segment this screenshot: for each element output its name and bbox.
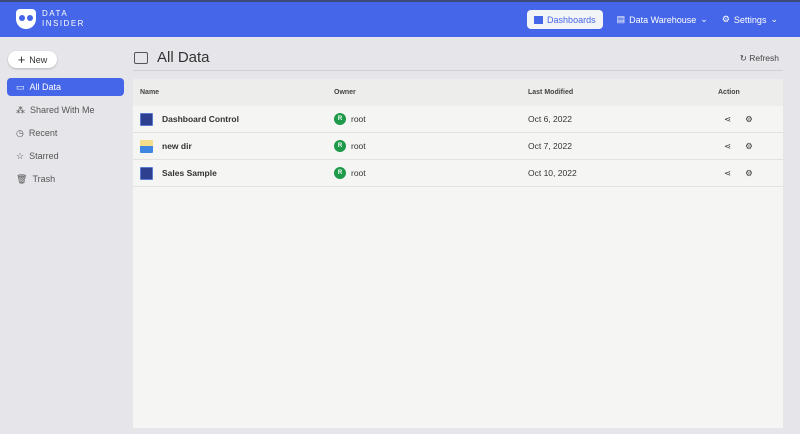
- last-modified: Oct 10, 2022: [528, 168, 577, 178]
- avatar: R: [334, 140, 346, 152]
- avatar: R: [334, 167, 346, 179]
- dashboard-icon: [534, 15, 544, 24]
- sidebar: ▭ All Data ⁂ Shared With Me ◷ Recent ☆ Starr…: [7, 78, 124, 193]
- divider: [133, 70, 783, 71]
- top-bar: DATA INSIDER Dashboards ▤ Data Warehouse ⌄ …: [0, 0, 800, 37]
- table-header: Name Owner Last Modified Action: [133, 79, 783, 106]
- owner-name: root: [351, 168, 366, 178]
- refresh-icon: ↻: [739, 53, 747, 63]
- dashboard-icon: [140, 166, 153, 180]
- gear-icon[interactable]: ⚙: [745, 113, 753, 124]
- item-name[interactable]: Sales Sample: [162, 168, 217, 178]
- owner-name: root: [351, 114, 366, 124]
- sidebar-item-shared[interactable]: ⁂ Shared With Me: [7, 101, 124, 119]
- sidebar-item-label: Recent: [28, 128, 58, 138]
- owner-name: root: [351, 141, 366, 151]
- last-modified: Oct 7, 2022: [528, 141, 572, 151]
- page-title-text: All Data: [157, 49, 210, 66]
- nav-data-warehouse[interactable]: ▤ Data Warehouse ⌄: [617, 10, 708, 29]
- clock-icon: ◷: [16, 127, 24, 138]
- data-table: Name Owner Last Modified Action Dashboar…: [133, 79, 783, 428]
- col-action: Action: [718, 89, 740, 96]
- folder-icon: [140, 139, 153, 153]
- avatar: R: [334, 113, 346, 125]
- chevron-down-icon: ⌄: [770, 14, 778, 24]
- chevron-down-icon: ⌄: [700, 14, 708, 24]
- page-title: All Data: [134, 49, 210, 66]
- sidebar-item-label: Shared With Me: [30, 105, 95, 115]
- share-icon[interactable]: ⋖: [724, 167, 732, 178]
- gear-icon[interactable]: ⚙: [745, 140, 753, 151]
- database-icon: ▤: [616, 14, 626, 24]
- share-icon: ⁂: [16, 104, 25, 115]
- col-name[interactable]: Name: [140, 89, 160, 96]
- sidebar-item-recent[interactable]: ◷ Recent: [7, 124, 124, 142]
- sidebar-item-all-data[interactable]: ▭ All Data: [7, 78, 124, 96]
- item-name[interactable]: Dashboard Control: [162, 114, 239, 124]
- owl-logo-icon: [16, 9, 36, 29]
- sidebar-item-starred[interactable]: ☆ Starred: [7, 147, 124, 165]
- gear-icon: ⚙: [721, 14, 730, 24]
- nav-settings[interactable]: ⚙ Settings ⌄: [722, 10, 778, 29]
- nav-label: Data Warehouse: [629, 14, 697, 25]
- sidebar-item-label: All Data: [29, 82, 62, 92]
- share-icon[interactable]: ⋖: [724, 113, 732, 124]
- new-label: New: [29, 54, 48, 65]
- gear-icon[interactable]: ⚙: [745, 167, 753, 178]
- nav-label: Dashboards: [547, 14, 596, 25]
- folder-icon: ▭: [16, 81, 25, 92]
- item-name[interactable]: new dir: [162, 141, 192, 151]
- share-icon[interactable]: ⋖: [724, 140, 732, 151]
- logo-line1: DATA: [42, 9, 69, 18]
- star-icon: ☆: [16, 150, 25, 161]
- col-modified[interactable]: Last Modified: [528, 89, 574, 96]
- sidebar-item-label: Starred: [29, 151, 59, 161]
- refresh-label: Refresh: [749, 53, 779, 63]
- trash-icon: 🗑: [16, 173, 28, 184]
- plus-icon: +: [17, 52, 26, 67]
- nav-label: Settings: [733, 14, 767, 25]
- dashboard-icon: [140, 112, 153, 126]
- logo-line2: INSIDER: [42, 19, 85, 28]
- new-button[interactable]: + New: [8, 51, 57, 68]
- sidebar-item-label: Trash: [32, 174, 56, 184]
- folder-icon: [134, 51, 148, 64]
- last-modified: Oct 6, 2022: [528, 114, 572, 124]
- col-owner[interactable]: Owner: [334, 89, 356, 96]
- logo[interactable]: DATA INSIDER: [16, 9, 85, 29]
- sidebar-item-trash[interactable]: 🗑 Trash: [7, 170, 124, 188]
- nav-dashboards[interactable]: Dashboards: [527, 10, 603, 29]
- refresh-button[interactable]: ↻ Refresh: [740, 53, 779, 64]
